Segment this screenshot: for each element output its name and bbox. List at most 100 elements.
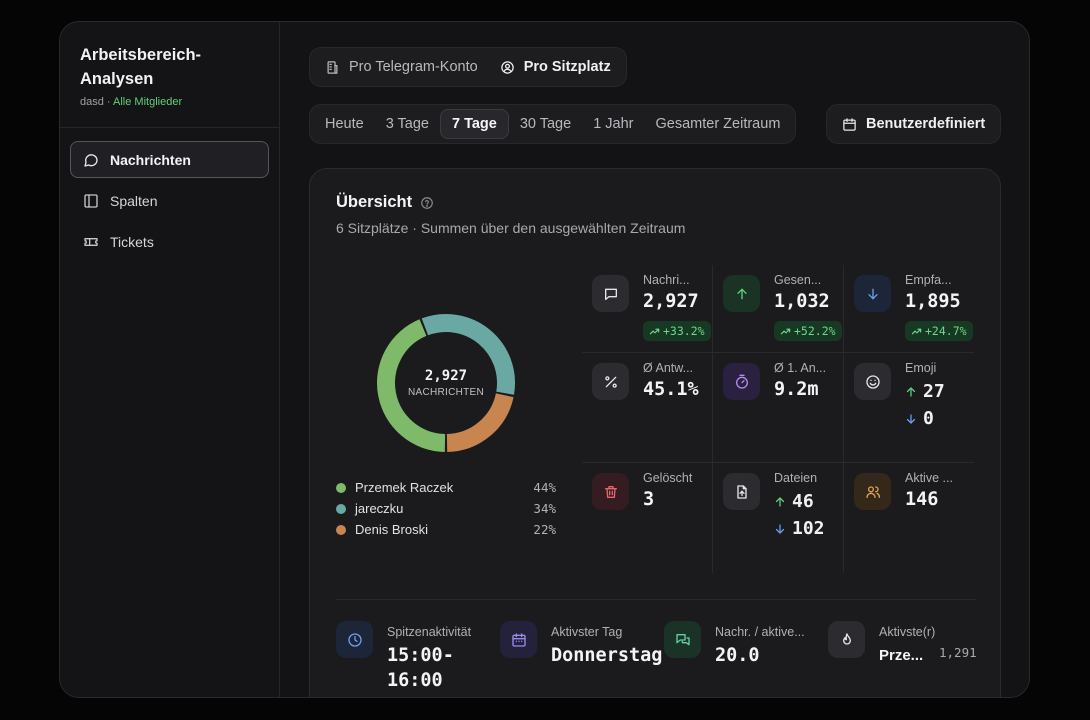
chat-bubbles-icon <box>675 633 690 645</box>
arrow-down-icon <box>906 413 916 424</box>
trend-up-icon <box>911 328 922 334</box>
stat-active: Aktive ... 146 <box>844 463 975 573</box>
donut-label: NACHRICHTEN <box>407 387 485 398</box>
range-30-tage[interactable]: 30 Tage <box>519 116 572 132</box>
member-scope-link[interactable]: Alle Mitglieder <box>113 96 183 108</box>
legend-item: Denis Broski 22% <box>336 519 556 540</box>
range-7-tage[interactable]: 7 Tage <box>439 109 509 139</box>
stat-label: Emoji <box>905 361 937 375</box>
arrow-up-icon <box>906 386 916 397</box>
arrow-down-icon <box>867 288 878 299</box>
tab-pro-sitzplatz[interactable]: Pro Sitzplatz <box>489 52 622 82</box>
file-upload-icon <box>736 484 747 499</box>
stats-grid: Nachri... 2,927 +33.2% Gesen... 1,032 +5… <box>582 265 974 573</box>
donut-legend: Przemek Raczek 44% jareczku 34% Denis Br… <box>336 477 556 540</box>
stat-value: 1,895 <box>905 291 961 312</box>
trend-badge: +33.2% <box>643 321 711 341</box>
stat-reply-rate: Ø Antw... 45.1% <box>582 353 713 462</box>
main-content: Pro Telegram-Konto Pro Sitzplatz Heute 3… <box>280 22 1029 697</box>
files-received: 102 <box>774 518 825 539</box>
stat-label: Ø 1. An... <box>774 361 827 375</box>
users-icon <box>865 485 880 498</box>
user-circle-icon <box>500 60 514 74</box>
legend-label: jareczku <box>355 501 404 516</box>
stat-label: Aktive ... <box>905 471 953 485</box>
sidebar: Arbeitsbereich- Analysen dasd · Alle Mit… <box>60 22 280 697</box>
stat-label: Dateien <box>774 471 818 485</box>
workspace-title: Arbeitsbereich- Analysen <box>80 46 202 88</box>
highlight-value: 15:00- 16:00 <box>387 645 454 691</box>
donut-slice-2 <box>446 393 514 452</box>
stat-label: Ø Antw... <box>643 361 694 375</box>
workspace-subtitle: dasd · Alle Mitglieder <box>80 96 183 108</box>
percent-icon <box>604 375 617 388</box>
sidebar-nav: Nachrichten Spalten Tickets <box>60 128 279 277</box>
custom-range: Benutzerdefiniert <box>826 104 1002 144</box>
range-gesamter-zeitraum[interactable]: Gesamter Zeitraum <box>655 116 781 132</box>
view-toggle: Pro Telegram-Konto Pro Sitzplatz <box>309 47 627 87</box>
sidebar-item-nachrichten[interactable]: Nachrichten <box>70 141 269 178</box>
columns-icon <box>84 193 98 208</box>
message-icon <box>84 153 98 167</box>
sidebar-item-spalten[interactable]: Spalten <box>70 182 269 219</box>
trend-up-icon <box>649 328 660 334</box>
trash-icon <box>604 485 617 498</box>
overview-card: Übersicht 6 Sitzplätze · Summen über den… <box>309 168 1001 697</box>
legend-value: 22% <box>533 522 556 537</box>
smiley-icon <box>865 374 880 389</box>
legend-dot <box>336 524 346 535</box>
arrow-up-icon <box>736 288 747 299</box>
stat-label: Gesen... <box>774 273 822 287</box>
stat-value: 146 <box>905 489 939 510</box>
clock-icon <box>347 632 362 647</box>
highlight-label: Aktivste(r) <box>879 625 936 639</box>
stat-value: 9.2m <box>774 379 819 400</box>
top-member-count: 1,291 <box>939 645 977 660</box>
range-heute[interactable]: Heute <box>325 116 364 132</box>
donut-slice-1 <box>421 314 515 395</box>
custom-range-button[interactable]: Benutzerdefiniert <box>831 109 996 139</box>
top-member-name: Prze... <box>879 647 924 664</box>
help-icon[interactable] <box>420 196 434 210</box>
stat-deleted: Gelöscht 3 <box>582 463 713 573</box>
grid-divider <box>582 462 974 463</box>
grid-divider <box>582 352 974 353</box>
stat-label: Nachri... <box>643 273 690 287</box>
stat-sent: Gesen... 1,032 +52.2% <box>713 265 844 352</box>
stat-messages: Nachri... 2,927 +33.2% <box>582 265 713 352</box>
highlight-value: Donnerstag <box>551 645 663 666</box>
stat-label: Gelöscht <box>643 471 693 485</box>
tab-pro-telegram-konto[interactable]: Pro Telegram-Konto <box>314 52 489 82</box>
legend-value: 44% <box>533 480 556 495</box>
section-divider <box>336 599 976 600</box>
arrow-down-icon <box>775 523 785 534</box>
legend-value: 34% <box>533 501 556 516</box>
legend-label: Denis Broski <box>355 522 428 537</box>
ticket-icon <box>84 237 98 246</box>
stat-files: Dateien 46 102 <box>713 463 844 573</box>
sidebar-item-tickets[interactable]: Tickets <box>70 223 269 260</box>
stat-value: 3 <box>643 489 655 510</box>
stat-received: Empfa... 1,895 +24.7% <box>844 265 975 352</box>
donut-total: 2,927 <box>424 368 468 384</box>
range-1-jahr[interactable]: 1 Jahr <box>593 116 634 132</box>
highlight-label: Aktivster Tag <box>551 625 623 639</box>
range-3-tage[interactable]: 3 Tage <box>385 116 429 132</box>
legend-item: Przemek Raczek 44% <box>336 477 556 498</box>
stopwatch-icon <box>735 374 748 389</box>
sidebar-header: Arbeitsbereich- Analysen dasd · Alle Mit… <box>60 22 279 128</box>
donut-center: 2,927 NACHRICHTEN <box>370 307 522 459</box>
calendar-icon <box>843 117 856 131</box>
trend-badge: +52.2% <box>774 321 842 341</box>
messages-donut-chart <box>377 314 515 452</box>
stat-value: 2,927 <box>643 291 699 312</box>
message-icon <box>604 288 617 300</box>
files-sent: 46 <box>774 491 814 512</box>
highlight-value: 20.0 <box>715 645 760 666</box>
emoji-sent: 27 <box>905 381 945 402</box>
calendar-icon <box>511 632 526 647</box>
stat-first-reply: Ø 1. An... 9.2m <box>713 353 844 462</box>
legend-label: Przemek Raczek <box>355 480 454 495</box>
stat-label: Empfa... <box>905 273 952 287</box>
app-window: Arbeitsbereich- Analysen dasd · Alle Mit… <box>59 21 1030 698</box>
